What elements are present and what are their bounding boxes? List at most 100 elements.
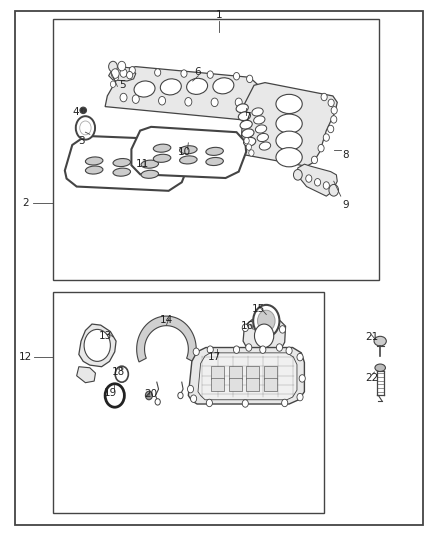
Circle shape [247, 75, 253, 83]
Circle shape [260, 346, 266, 353]
Circle shape [111, 69, 119, 78]
Circle shape [181, 70, 187, 77]
Ellipse shape [153, 144, 171, 152]
Ellipse shape [187, 78, 208, 94]
Text: 8: 8 [343, 150, 350, 159]
Ellipse shape [276, 94, 302, 114]
Ellipse shape [206, 157, 223, 166]
Ellipse shape [206, 147, 223, 156]
Circle shape [80, 121, 91, 135]
Ellipse shape [242, 129, 254, 138]
Text: 20: 20 [145, 390, 158, 399]
Text: 6: 6 [194, 67, 201, 77]
Circle shape [110, 81, 116, 87]
Circle shape [120, 93, 127, 102]
Ellipse shape [85, 166, 103, 174]
Ellipse shape [160, 79, 181, 95]
Ellipse shape [240, 120, 252, 129]
Circle shape [297, 353, 303, 361]
Text: 12: 12 [19, 352, 32, 362]
Ellipse shape [276, 114, 302, 133]
Circle shape [132, 95, 139, 103]
Ellipse shape [180, 146, 197, 154]
Circle shape [331, 116, 337, 123]
Circle shape [211, 98, 218, 107]
Circle shape [187, 385, 194, 393]
Ellipse shape [255, 125, 267, 133]
Circle shape [286, 347, 292, 354]
Text: 1: 1 [215, 10, 223, 20]
Ellipse shape [85, 157, 103, 165]
Bar [246, 378, 259, 391]
Text: 17: 17 [208, 352, 221, 362]
Text: 10: 10 [177, 147, 191, 157]
Text: 4: 4 [72, 107, 79, 117]
Circle shape [323, 182, 329, 189]
Ellipse shape [374, 336, 386, 346]
Text: 13: 13 [99, 331, 112, 341]
Circle shape [293, 169, 302, 180]
Circle shape [191, 395, 197, 402]
Circle shape [323, 134, 329, 141]
Circle shape [120, 69, 127, 77]
Circle shape [118, 61, 126, 71]
Polygon shape [131, 127, 246, 178]
Circle shape [129, 67, 135, 74]
Text: 2: 2 [22, 198, 29, 207]
Circle shape [242, 400, 248, 407]
Circle shape [331, 107, 337, 114]
Polygon shape [188, 348, 304, 404]
Bar [211, 378, 224, 391]
Circle shape [206, 399, 212, 407]
Circle shape [258, 310, 275, 332]
Circle shape [244, 138, 249, 144]
Bar [53, 19, 379, 280]
Circle shape [185, 98, 192, 106]
Ellipse shape [153, 154, 171, 163]
Circle shape [254, 324, 274, 348]
Bar [211, 366, 224, 379]
Ellipse shape [141, 170, 159, 179]
Circle shape [279, 326, 286, 333]
Bar [53, 292, 324, 513]
Bar [264, 366, 277, 379]
Polygon shape [65, 136, 191, 191]
Polygon shape [243, 320, 286, 353]
Ellipse shape [276, 131, 302, 150]
Ellipse shape [134, 81, 155, 97]
Circle shape [178, 392, 183, 399]
Text: 3: 3 [78, 136, 85, 146]
Ellipse shape [113, 168, 131, 176]
Text: 7: 7 [244, 112, 251, 122]
Circle shape [193, 348, 199, 356]
Circle shape [105, 384, 124, 407]
Circle shape [314, 179, 321, 186]
Ellipse shape [252, 108, 263, 116]
Text: 18: 18 [112, 367, 125, 377]
Ellipse shape [213, 78, 234, 94]
Ellipse shape [141, 160, 159, 168]
Circle shape [76, 116, 95, 140]
Circle shape [276, 344, 283, 351]
Ellipse shape [113, 158, 131, 167]
Ellipse shape [244, 138, 256, 146]
Ellipse shape [80, 107, 86, 114]
Circle shape [328, 99, 334, 107]
Text: 21: 21 [366, 332, 379, 342]
Circle shape [207, 71, 213, 78]
Circle shape [311, 156, 318, 164]
Polygon shape [105, 67, 258, 120]
Ellipse shape [180, 156, 197, 164]
Circle shape [321, 93, 327, 101]
Polygon shape [297, 164, 337, 196]
Circle shape [84, 329, 110, 361]
Circle shape [233, 72, 240, 80]
Bar [229, 378, 242, 391]
Circle shape [233, 346, 240, 353]
Polygon shape [109, 66, 136, 81]
Polygon shape [77, 367, 95, 383]
Circle shape [253, 305, 279, 337]
Circle shape [329, 184, 339, 196]
Circle shape [306, 175, 312, 182]
Circle shape [242, 324, 248, 332]
